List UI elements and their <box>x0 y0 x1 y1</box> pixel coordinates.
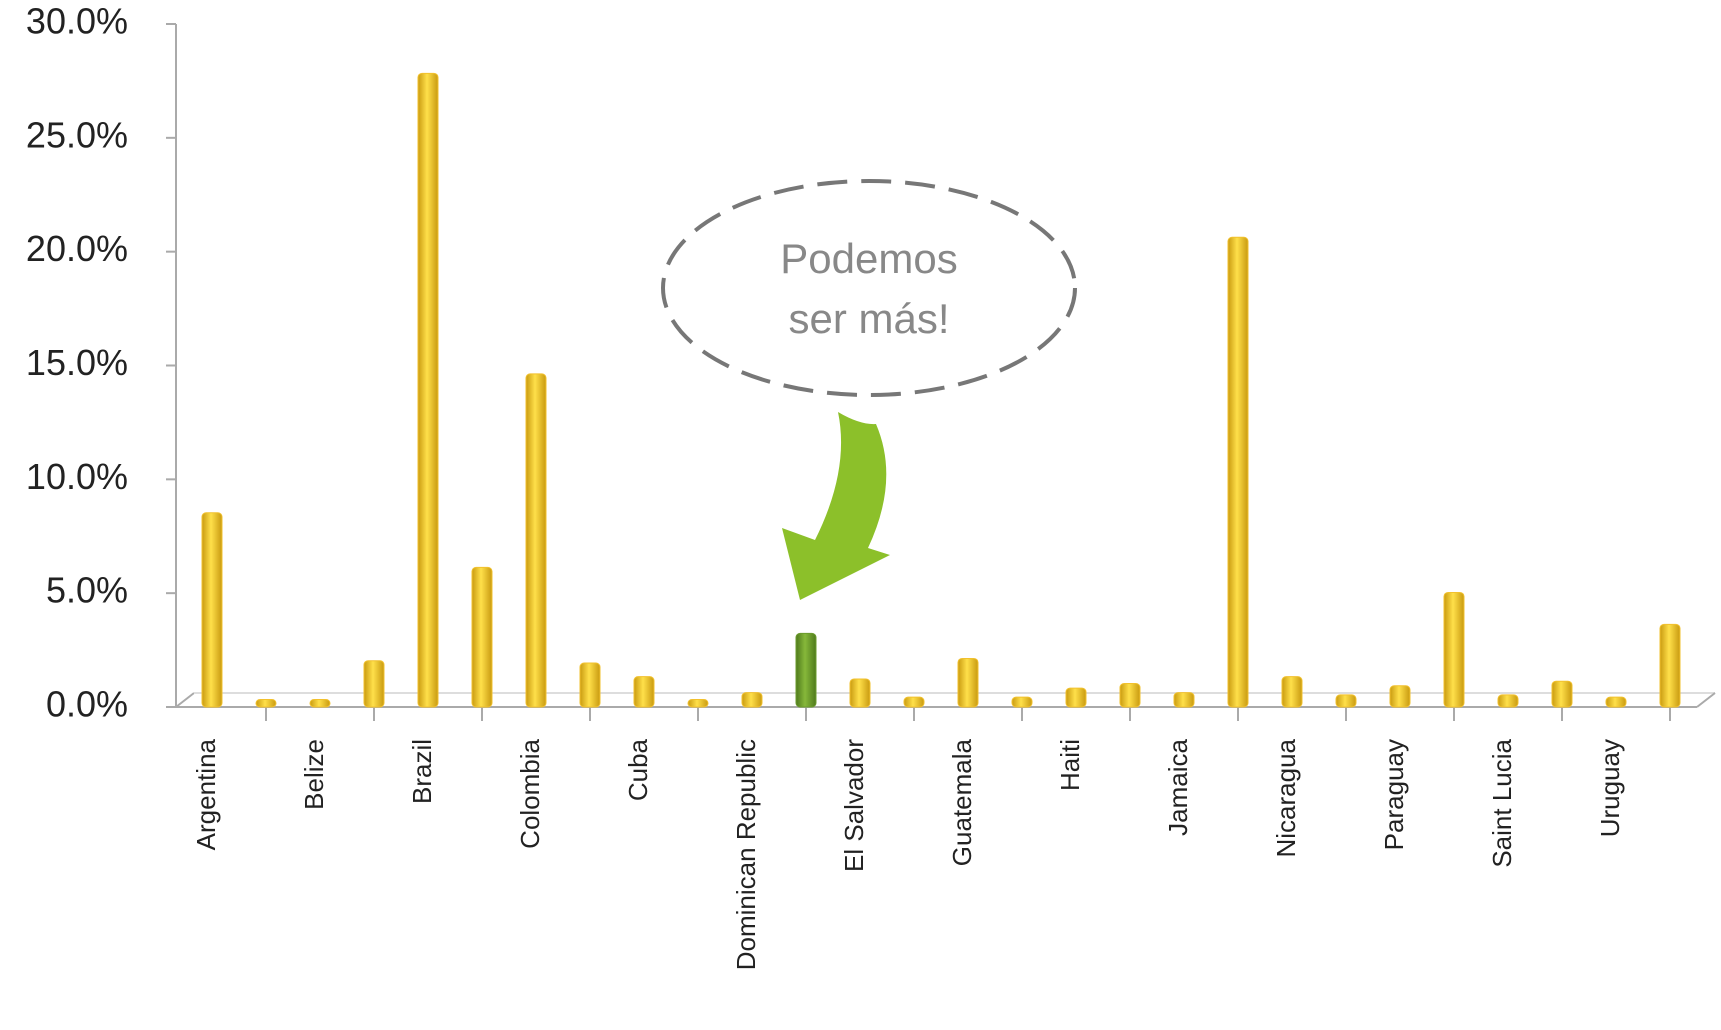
bar <box>1497 694 1519 708</box>
bar <box>309 698 331 708</box>
bar <box>795 632 817 708</box>
bar <box>633 676 655 708</box>
bar <box>363 660 385 708</box>
y-tick-label: 0.0% <box>46 684 128 725</box>
bar <box>201 512 223 708</box>
bar <box>1227 236 1249 708</box>
bar <box>1389 685 1411 708</box>
callout-text: Podemos <box>780 235 957 282</box>
callout-arrow <box>782 412 890 600</box>
callout-text: ser más! <box>788 295 949 342</box>
bar <box>687 698 709 708</box>
y-tick-label: 15.0% <box>26 342 128 383</box>
x-tick-label: Colombia <box>515 738 545 848</box>
bar <box>1443 591 1465 708</box>
x-tick-label: Uruguay <box>1595 739 1625 837</box>
callout-bubble <box>661 179 1077 397</box>
bar <box>1173 692 1195 708</box>
x-tick-label: Paraguay <box>1379 739 1409 850</box>
bar <box>1335 694 1357 708</box>
bar <box>903 696 925 708</box>
y-tick-label: 5.0% <box>46 570 128 611</box>
x-tick-label: Saint Lucia <box>1487 738 1517 867</box>
bar <box>849 678 871 708</box>
bar <box>1119 683 1141 708</box>
bar <box>1605 696 1627 708</box>
x-tick-label: Cuba <box>623 738 653 801</box>
floor-edge <box>1696 692 1716 708</box>
y-tick-label: 25.0% <box>26 114 128 155</box>
bar <box>741 692 763 708</box>
bar <box>957 657 979 708</box>
x-tick-label: Nicaragua <box>1271 738 1301 857</box>
x-tick-label: Belize <box>299 739 329 810</box>
x-tick-label: Guatemala <box>947 738 977 866</box>
bar <box>1281 676 1303 708</box>
bar <box>1011 696 1033 708</box>
y-tick-label: 20.0% <box>26 228 128 269</box>
bar <box>255 698 277 708</box>
bar <box>1551 680 1573 708</box>
y-tick-label: 30.0% <box>26 1 128 42</box>
bar <box>417 72 439 708</box>
y-tick-label: 10.0% <box>26 456 128 497</box>
x-tick-label: Haiti <box>1055 739 1085 791</box>
x-tick-label: Brazil <box>407 739 437 804</box>
bar <box>579 662 601 708</box>
x-tick-label: El Salvador <box>839 739 869 872</box>
bar <box>1065 687 1087 708</box>
bar <box>1659 623 1681 708</box>
x-tick-label: Dominican Republic <box>731 739 761 970</box>
floor-edge <box>175 692 195 708</box>
x-tick-label: Argentina <box>191 738 221 850</box>
bar <box>471 566 493 708</box>
x-tick-label: Jamaica <box>1163 738 1193 835</box>
bar <box>525 373 547 708</box>
